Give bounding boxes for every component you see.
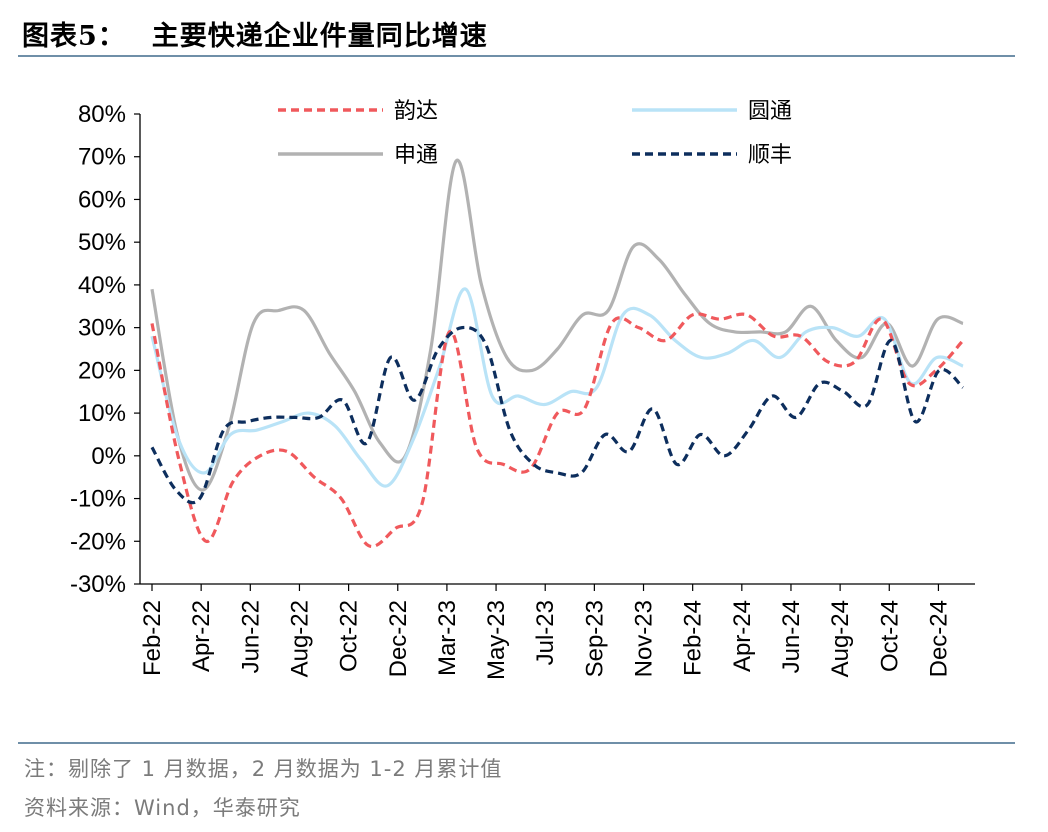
y-tick-label: 70%: [78, 144, 126, 171]
x-tick-label: Apr-22: [188, 600, 215, 672]
y-tick-label: 40%: [78, 272, 126, 299]
figure-label: 图表5：: [22, 21, 126, 52]
legend-label: 申通: [394, 143, 438, 168]
x-tick-label: Jun-24: [778, 600, 805, 673]
series-line: [150, 325, 965, 505]
x-tick-label: Aug-22: [286, 600, 313, 677]
top-rule: [18, 55, 1015, 57]
series-line: [150, 158, 964, 492]
chart-axes: -30% -20% -10% 0% 10% 20% 30% 40% 50% 60% 70% 80% Fe…: [70, 101, 975, 680]
y-tick-label: -30%: [70, 571, 126, 598]
x-tick-label: Aug-24: [827, 600, 854, 677]
bottom-rule: [18, 742, 1015, 744]
footnote: 注：剔除了 1 月数据，2 月数据为 1-2 月累计值: [24, 757, 503, 781]
series-layer: [150, 158, 965, 549]
y-tick-label: -20%: [70, 528, 126, 555]
chart-title: 主要快递企业件量同比增速: [151, 21, 488, 52]
y-tick-label: 0%: [91, 443, 126, 470]
y-tick-label: 10%: [78, 400, 126, 427]
x-tick-label: Oct-24: [876, 600, 903, 672]
y-tick-label: -10%: [70, 486, 126, 513]
y-tick-label: 80%: [78, 101, 126, 128]
x-tick-label: Mar-23: [434, 600, 461, 676]
x-tick-label: Jun-22: [237, 600, 264, 673]
series-line: [150, 287, 964, 488]
x-tick-label: Jul-23: [532, 600, 559, 665]
y-tick-label: 30%: [78, 315, 126, 342]
x-tick-label: Sep-23: [581, 600, 608, 677]
y-tick-label: 20%: [78, 357, 126, 384]
legend-label: 圆通: [748, 99, 792, 124]
legend-label: 顺丰: [748, 143, 792, 168]
x-tick-label: Dec-22: [385, 600, 412, 677]
figure-title: 图表5： 主要快递企业件量同比增速: [22, 14, 488, 53]
x-tick-label: Oct-22: [336, 600, 363, 672]
x-tick-label: Feb-24: [680, 600, 707, 676]
x-tick-label: Dec-24: [925, 600, 952, 677]
y-tick-label: 50%: [78, 229, 126, 256]
line-chart: -30% -20% -10% 0% 10% 20% 30% 40% 50% 60% 70% 80% Fe…: [70, 99, 975, 680]
source-note: 资料来源：Wind，华泰研究: [24, 796, 301, 820]
x-tick-label: Feb-22: [139, 600, 166, 676]
legend-label: 韵达: [394, 99, 438, 124]
x-tick-label: May-23: [483, 600, 510, 680]
y-tick-label: 60%: [78, 186, 126, 213]
x-tick-label: Nov-23: [631, 600, 658, 677]
x-tick-label: Apr-24: [729, 600, 756, 672]
